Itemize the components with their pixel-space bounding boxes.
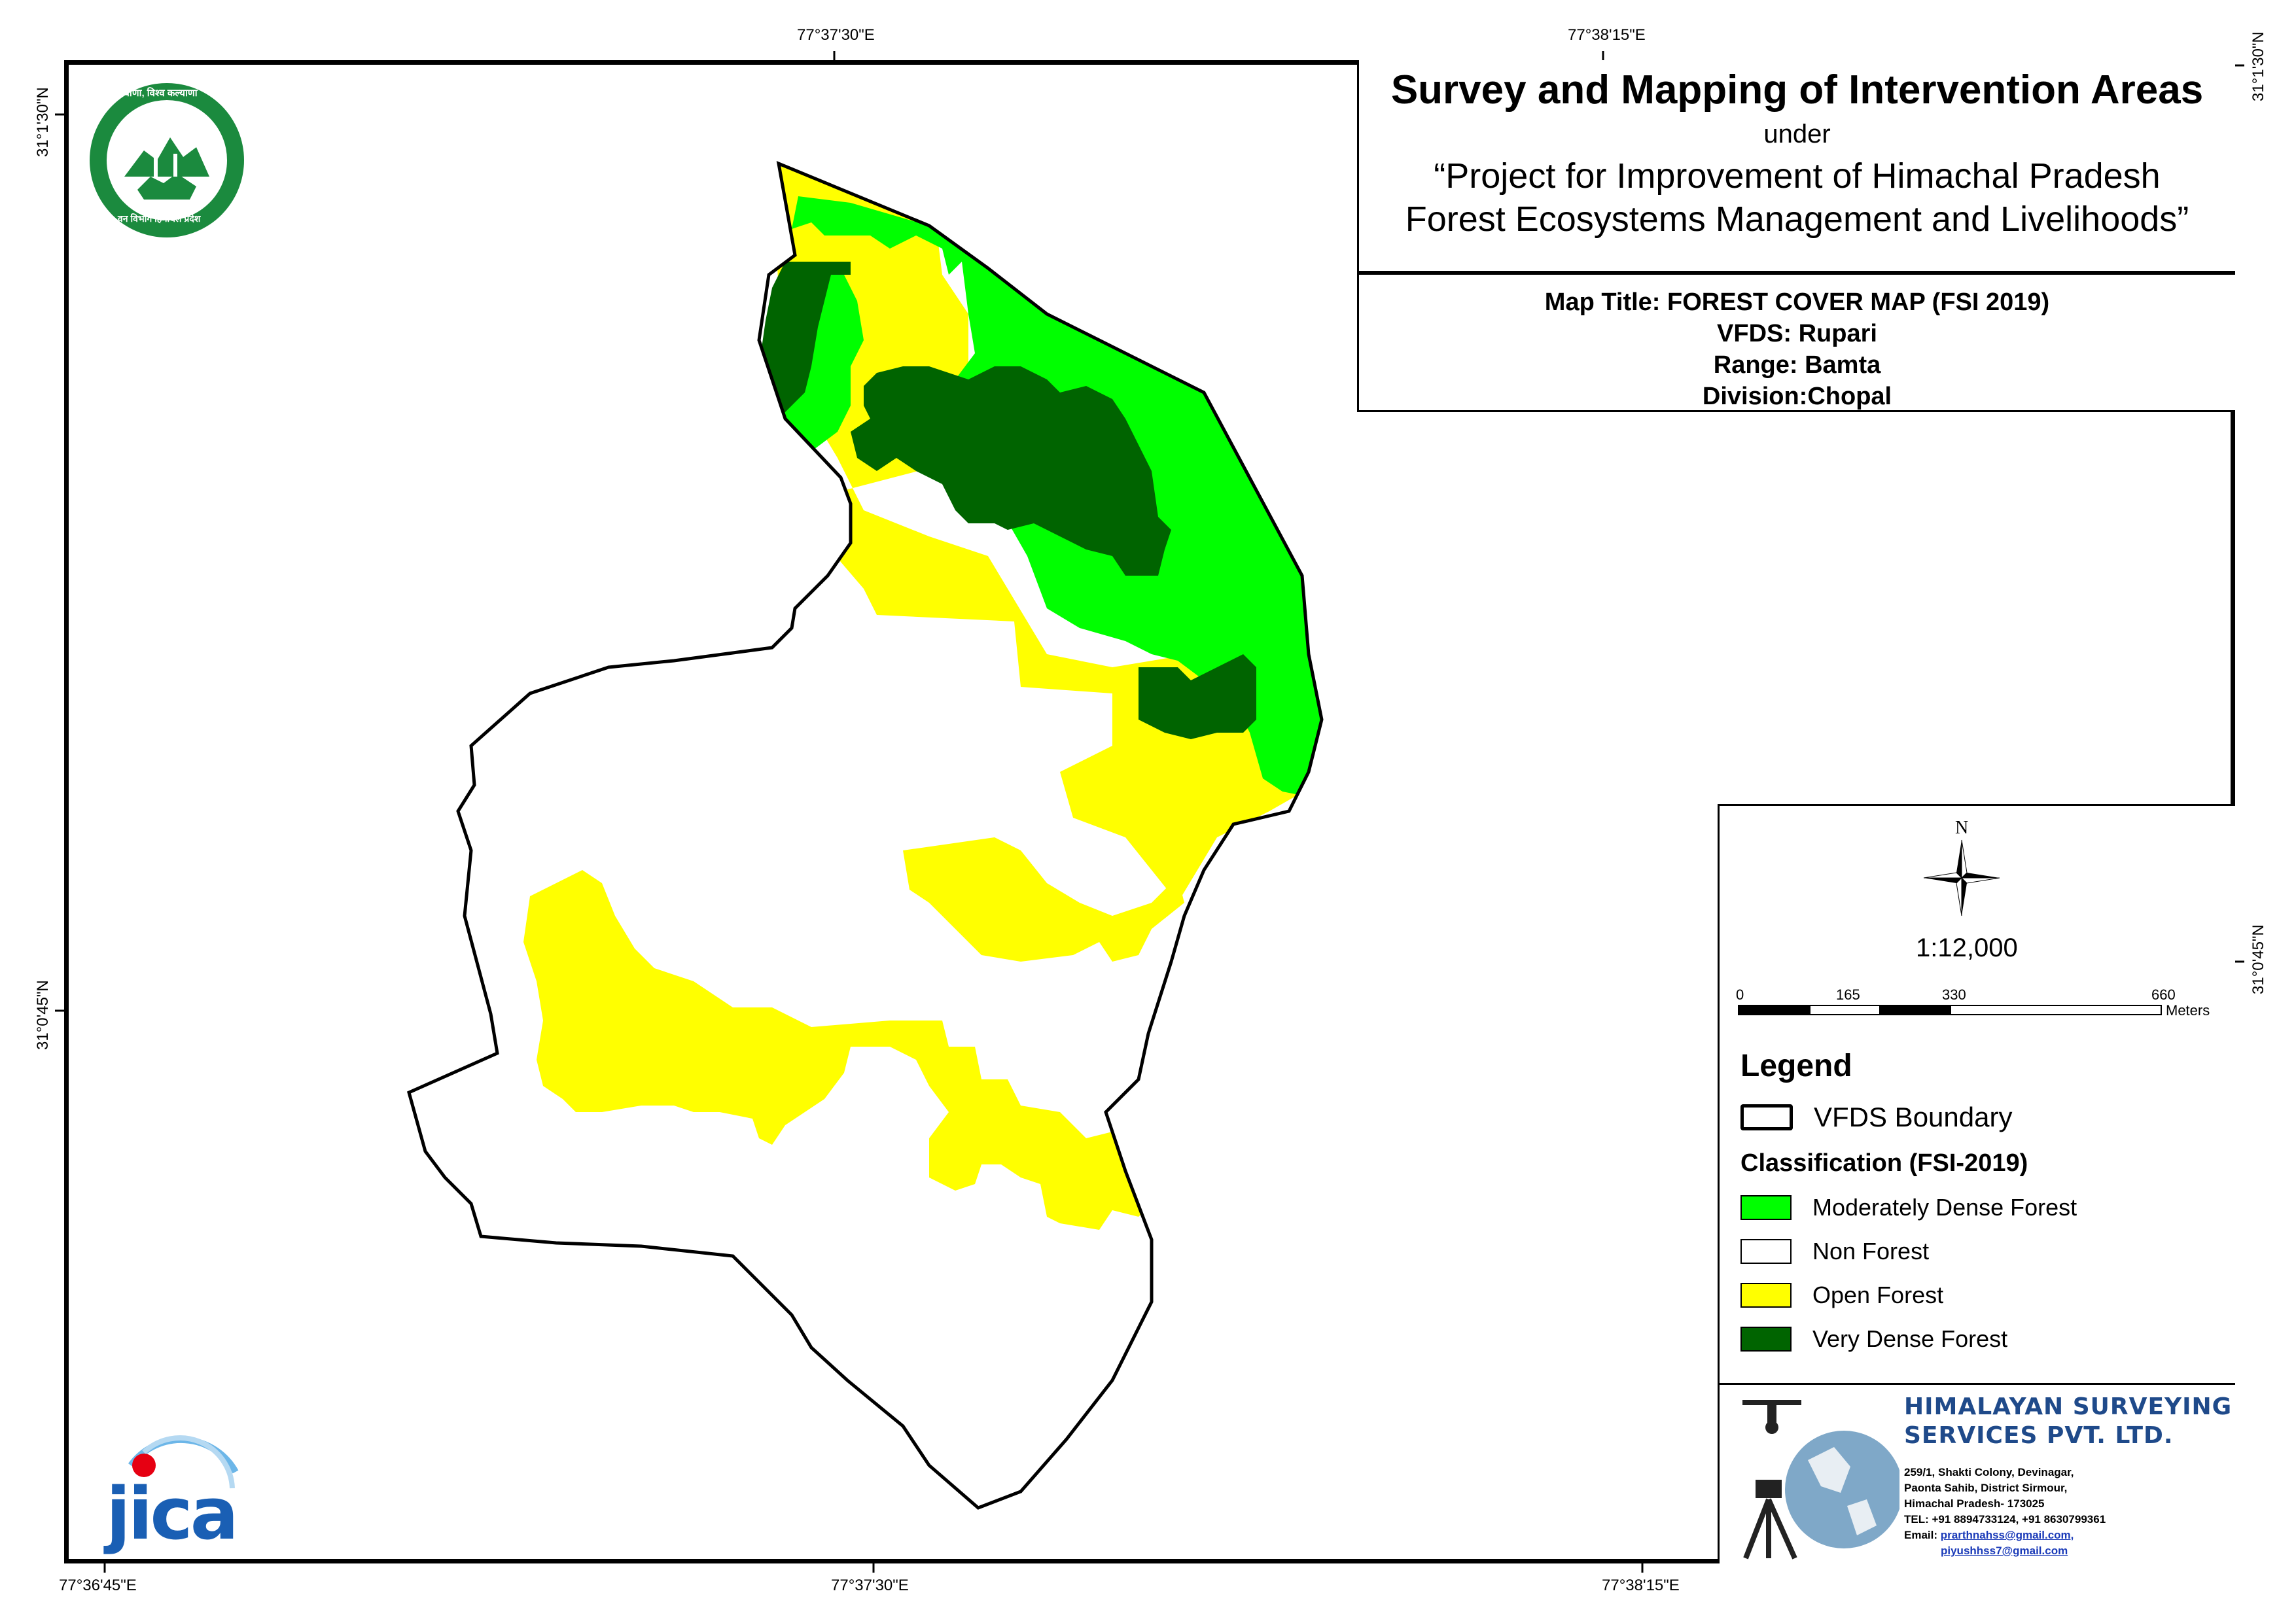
legend-row-non-forest: Non Forest	[1740, 1238, 1929, 1265]
forest-logo-text-bottom: वन विभाग हिमाचल प्रदेश	[118, 213, 200, 225]
vfds-name: VFDS: Rupari	[1359, 318, 2235, 349]
jica-logo-text: jica	[106, 1472, 236, 1556]
title-under: under	[1359, 120, 2235, 149]
map-title: Map Title: FOREST COVER MAP (FSI 2019)	[1359, 287, 2235, 318]
project-title-line1: “Project for Improvement of Himachal Pra…	[1359, 154, 2235, 198]
email-link-1[interactable]: prarthnahss@gmail.com,	[1941, 1529, 2074, 1541]
compass-rose-icon	[1922, 839, 2001, 917]
scale-tick-165: 165	[1836, 986, 1860, 1003]
company-telephone: TEL: +91 8894733124, +91 8630799361	[1904, 1513, 2106, 1526]
company-email-row-2: piyushhss7@gmail.com	[1941, 1544, 2068, 1558]
company-name-line1: HIMALAYAN SURVEYING	[1904, 1393, 2232, 1422]
legend-label: Moderately Dense Forest	[1812, 1194, 2077, 1221]
company-name: HIMALAYAN SURVEYING SERVICES PVT. LTD.	[1904, 1393, 2232, 1450]
company-panel: HIMALAYAN SURVEYING SERVICES PVT. LTD. 2…	[1720, 1383, 2235, 1565]
surveyor-globe-icon	[1736, 1395, 1899, 1562]
north-label: N	[1955, 818, 1968, 839]
email-link-2[interactable]: piyushhss7@gmail.com	[1941, 1544, 2068, 1557]
legend-title: Legend	[1740, 1048, 1852, 1084]
very-dense-swatch	[1740, 1327, 1792, 1352]
legend-label: Open Forest	[1812, 1282, 1943, 1309]
scale-unit: Meters	[2166, 1002, 2210, 1019]
forest-logo-text-top: वन श्री वाणा, विश्व कल्याणा	[98, 86, 198, 99]
company-email-row: Email: prarthnahss@gmail.com,	[1904, 1529, 2074, 1542]
map-info-panel: Map Title: FOREST COVER MAP (FSI 2019) V…	[1357, 273, 2235, 412]
division-name: Division:Chopal	[1359, 381, 2235, 412]
legend-row-moderately-dense: Moderately Dense Forest	[1740, 1194, 2077, 1221]
scale-tick-330: 330	[1942, 986, 1966, 1003]
forest-department-logo: वन श्री वाणा, विश्व कल्याणा वन विभाग हिम…	[79, 79, 255, 242]
legend-row-open-forest: Open Forest	[1740, 1282, 1943, 1309]
range-name: Range: Bamta	[1359, 349, 2235, 381]
legend-label: Non Forest	[1812, 1238, 1929, 1265]
moderately-dense-swatch	[1740, 1195, 1792, 1220]
company-address-3: Himachal Pradesh- 173025	[1904, 1497, 2045, 1510]
scale-tick-660: 660	[2151, 986, 2176, 1003]
project-title-line2: Forest Ecosystems Management and Livelih…	[1359, 198, 2235, 241]
legend-label: Very Dense Forest	[1812, 1325, 2007, 1353]
classification-title: Classification (FSI-2019)	[1740, 1149, 2028, 1178]
main-title: Survey and Mapping of Intervention Areas	[1359, 67, 2235, 113]
legend-boundary-label: VFDS Boundary	[1814, 1102, 2012, 1133]
scale-bar	[1738, 1005, 2163, 1017]
scale-tick-0: 0	[1736, 986, 1744, 1003]
legend-row-boundary: VFDS Boundary	[1740, 1102, 2012, 1133]
scale-ratio: 1:12,000	[1916, 934, 2018, 963]
jica-logo: jica	[105, 1426, 249, 1550]
company-address-1: 259/1, Shakti Colony, Devinagar,	[1904, 1466, 2074, 1479]
email-prefix: Email:	[1904, 1529, 1941, 1541]
company-name-line2: SERVICES PVT. LTD.	[1904, 1422, 2232, 1450]
boundary-swatch	[1740, 1104, 1793, 1130]
title-panel: Survey and Mapping of Intervention Areas…	[1357, 60, 2235, 273]
project-title: “Project for Improvement of Himachal Pra…	[1359, 154, 2235, 241]
open-forest-swatch	[1740, 1283, 1792, 1308]
company-address-2: Paonta Sahib, District Sirmour,	[1904, 1482, 2067, 1495]
legend-row-very-dense: Very Dense Forest	[1740, 1325, 2007, 1353]
non-forest-swatch	[1740, 1239, 1792, 1264]
legend-panel: N 1:12,000 0 165 330 660 Meters Legend V…	[1718, 804, 2235, 1563]
